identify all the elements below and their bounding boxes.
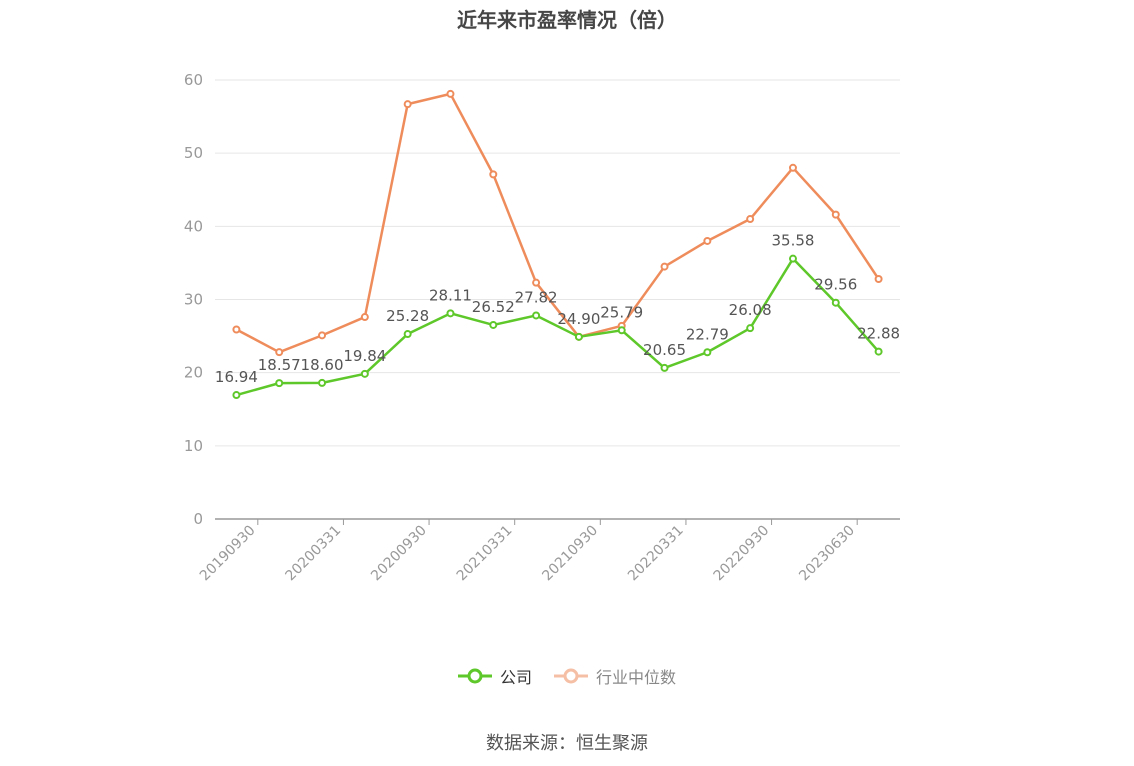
x-tick-label: 20200930 [368, 523, 430, 585]
data-label: 25.28 [386, 307, 429, 325]
legend: 公司 行业中位数 [0, 664, 1134, 688]
data-point-company[interactable] [660, 363, 669, 372]
data-label: 27.82 [515, 288, 558, 306]
data-point-company[interactable] [318, 378, 327, 387]
data-point-industry[interactable] [874, 275, 883, 284]
series-line-company [236, 257, 880, 397]
data-point-company[interactable] [831, 298, 840, 307]
data-point-company[interactable] [403, 330, 412, 339]
y-tick-label: 60 [184, 71, 203, 89]
x-tick-label: 20200331 [283, 523, 345, 585]
data-point-company[interactable] [574, 332, 583, 341]
data-point-company[interactable] [360, 369, 369, 378]
legend-industry-icon [554, 668, 588, 684]
data-label: 26.52 [472, 298, 515, 316]
x-tick-label: 20210331 [454, 523, 516, 585]
data-point-company[interactable] [617, 326, 626, 335]
data-point-company[interactable] [532, 311, 541, 320]
data-label: 35.58 [771, 232, 814, 250]
data-label: 22.88 [857, 325, 900, 343]
data-point-industry[interactable] [746, 215, 755, 224]
series-line-industry [235, 92, 880, 354]
data-point-company[interactable] [788, 254, 797, 263]
data-label: 18.57 [258, 356, 301, 374]
y-tick-label: 0 [193, 510, 203, 528]
data-point-company[interactable] [232, 391, 241, 400]
legend-industry-label: 行业中位数 [596, 668, 677, 687]
data-point-company[interactable] [489, 320, 498, 329]
y-tick-label: 50 [184, 144, 203, 162]
x-tick-label: 20220331 [625, 523, 687, 585]
data-point-company[interactable] [874, 347, 883, 356]
y-tick-label: 10 [184, 437, 203, 455]
data-point-industry[interactable] [489, 170, 498, 179]
data-point-industry[interactable] [831, 210, 840, 219]
y-tick-label: 30 [184, 291, 203, 309]
data-label: 26.08 [729, 301, 772, 319]
y-tick-label: 20 [184, 364, 203, 382]
data-point-company[interactable] [446, 309, 455, 318]
x-tick-label: 20210930 [539, 523, 601, 585]
data-label: 25.79 [600, 303, 643, 321]
data-point-industry[interactable] [788, 163, 797, 172]
data-label: 16.94 [215, 368, 258, 386]
data-label: 24.90 [557, 310, 600, 328]
y-axis: 0 10 20 30 40 50 60 [184, 71, 203, 528]
data-point-industry[interactable] [360, 313, 369, 322]
x-tick-label: 20220930 [711, 523, 773, 585]
data-point-industry[interactable] [446, 89, 455, 98]
data-point-industry[interactable] [660, 262, 669, 271]
series-group [232, 89, 883, 400]
data-point-industry[interactable] [532, 278, 541, 287]
legend-company-label: 公司 [499, 668, 532, 687]
data-point-industry[interactable] [403, 100, 412, 109]
y-tick-label: 40 [184, 217, 203, 235]
data-point-industry[interactable] [232, 325, 241, 334]
data-label: 28.11 [429, 286, 472, 304]
data-point-industry[interactable] [703, 236, 712, 245]
data-point-company[interactable] [275, 379, 284, 388]
data-label: 22.79 [686, 325, 729, 343]
data-point-industry[interactable] [318, 331, 327, 340]
chart-title: 近年来市盈率情况（倍） [457, 8, 677, 32]
x-axis: 20190930 20200331 20200930 20210331 20210930… [197, 518, 900, 585]
data-label: 20.65 [643, 341, 686, 359]
legend-item-company[interactable]: 公司 [457, 664, 532, 688]
data-point-company[interactable] [746, 324, 755, 333]
data-source: 数据来源：恒生聚源 [486, 733, 648, 754]
grid-lines [215, 79, 900, 447]
data-label: 19.84 [343, 347, 386, 365]
x-tick-label: 20230630 [796, 523, 858, 585]
data-label: 18.60 [301, 356, 344, 374]
legend-company-icon [457, 668, 492, 684]
data-label: 29.56 [814, 276, 857, 294]
data-point-company[interactable] [703, 348, 712, 357]
x-tick-label: 20190930 [197, 523, 259, 585]
data-point-industry[interactable] [275, 348, 284, 357]
legend-item-industry[interactable]: 行业中位数 [554, 664, 676, 688]
